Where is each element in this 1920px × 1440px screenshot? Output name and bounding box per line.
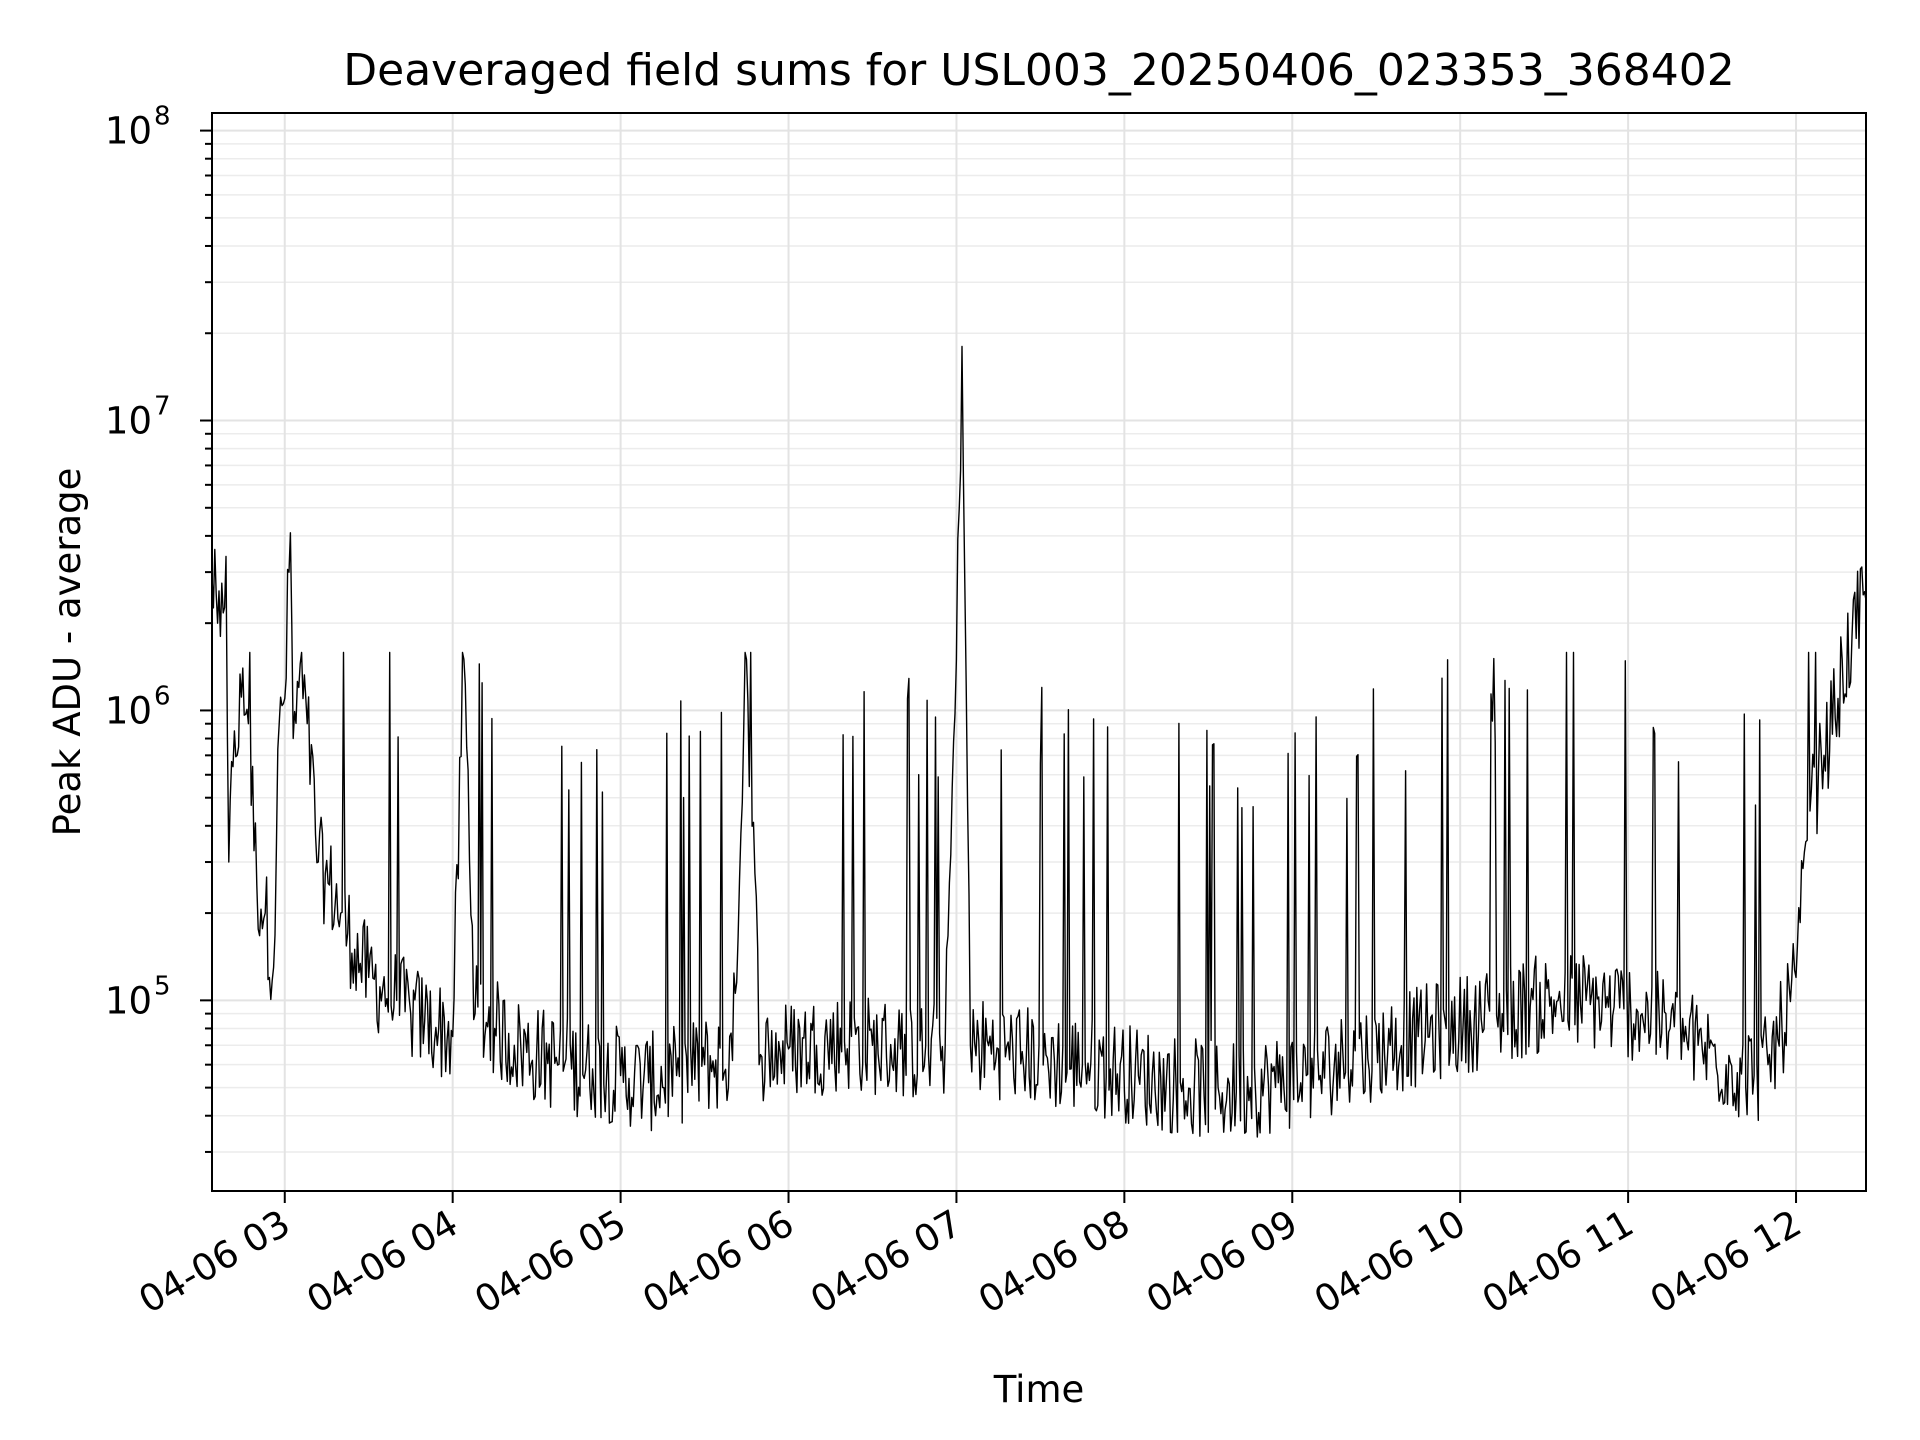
y-tick-exponent: 7 bbox=[154, 392, 171, 422]
y-tick-exponent: 6 bbox=[154, 681, 171, 711]
x-tick-label: 04-06 07 bbox=[803, 1202, 969, 1322]
y-tick-label: 10 bbox=[105, 689, 152, 732]
x-axis-label: Time bbox=[993, 1368, 1085, 1411]
plot-frame bbox=[211, 112, 1867, 1192]
x-tick-label: 04-06 03 bbox=[132, 1202, 298, 1322]
chart-title: Deaveraged field sums for USL003_2025040… bbox=[343, 45, 1735, 96]
y-tick-label: 10 bbox=[105, 979, 152, 1022]
y-axis-label: Peak ADU - average bbox=[46, 468, 89, 837]
x-tick-label: 04-06 12 bbox=[1643, 1202, 1809, 1322]
series-line bbox=[211, 345, 1867, 1138]
y-tick-label: 10 bbox=[105, 110, 152, 153]
y-tick-exponent: 5 bbox=[154, 971, 171, 1001]
series-layer bbox=[211, 345, 1867, 1138]
grid bbox=[212, 113, 1866, 1191]
x-tick-label: 04-06 10 bbox=[1307, 1202, 1473, 1322]
x-tick-label: 04-06 08 bbox=[971, 1202, 1137, 1322]
x-tick-label: 04-06 04 bbox=[300, 1202, 466, 1322]
x-tick-label: 04-06 06 bbox=[635, 1202, 801, 1322]
x-tick-label: 04-06 11 bbox=[1475, 1202, 1641, 1322]
x-tick-label: 04-06 05 bbox=[468, 1202, 634, 1322]
y-tick-exponent: 8 bbox=[154, 102, 171, 132]
y-tick-label: 10 bbox=[105, 400, 152, 443]
x-tick-label: 04-06 09 bbox=[1139, 1202, 1305, 1322]
